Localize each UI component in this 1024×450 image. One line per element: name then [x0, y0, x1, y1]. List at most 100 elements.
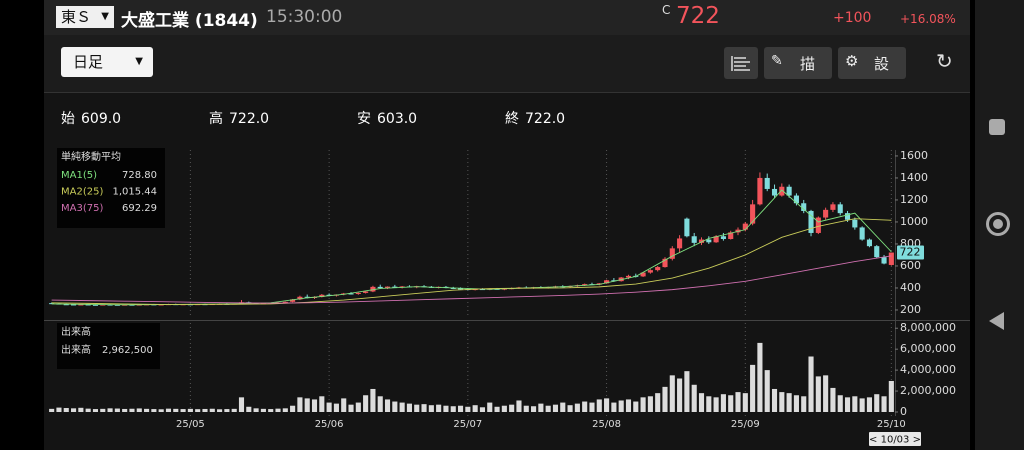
period-select[interactable]: 日足 ▼: [61, 47, 153, 77]
candle-body: [881, 257, 887, 264]
draw-button[interactable]: ✎描画: [764, 47, 832, 79]
volume-bar: [333, 403, 339, 412]
volume-bar: [618, 400, 624, 412]
volume-bar: [501, 405, 507, 412]
y-tick-label: 6,000,000: [900, 342, 956, 355]
candle-body: [85, 304, 91, 306]
volume-bar: [224, 409, 230, 412]
volume-bar: [757, 342, 763, 412]
candle-body: [604, 280, 610, 284]
volume-bar: [78, 407, 84, 412]
candle-body: [290, 299, 296, 302]
volume-bar: [655, 393, 661, 412]
volume-bar: [881, 396, 887, 412]
volume-bar: [71, 408, 77, 412]
volume-bar: [808, 356, 814, 412]
volume-bar: [399, 402, 405, 412]
back-button[interactable]: [989, 312, 1004, 330]
refresh-button[interactable]: ↻: [936, 49, 953, 73]
cursor-label: < 10/03 >: [869, 435, 921, 446]
volume-bar: [771, 388, 778, 412]
y-tick-label: 1000: [900, 215, 928, 228]
volume-bar: [428, 405, 434, 412]
volume-bar: [494, 406, 500, 412]
ohlc-label: 安: [357, 111, 371, 127]
candle-body: [764, 177, 770, 189]
change: +100: [833, 10, 872, 26]
candle-body: [399, 286, 405, 288]
ma-legend-bg: [57, 148, 165, 228]
volume-bar: [604, 398, 610, 412]
volume-bar: [888, 380, 894, 412]
volume-bar: [151, 409, 157, 412]
candle-body: [655, 267, 661, 271]
stock-name: 大盛工業 (1844): [121, 11, 258, 31]
y-tick-label: 1600: [900, 149, 928, 162]
y-tick-label: 1200: [900, 193, 928, 206]
exchange-select[interactable]: 東Ｓ ▼: [56, 6, 114, 28]
y-tick-label: 200: [900, 303, 921, 316]
volume-bar: [560, 402, 566, 412]
candle-body: [282, 301, 288, 303]
volume-bar: [793, 395, 799, 412]
volume-bar: [640, 397, 646, 412]
volume-bar: [165, 408, 172, 412]
candle-body: [750, 204, 756, 224]
volume-bar: [144, 408, 150, 412]
volume-bar: [122, 408, 128, 412]
volume-bar: [801, 396, 807, 412]
volume-bar: [202, 408, 208, 412]
volume-bar: [516, 400, 522, 412]
candle-body: [370, 286, 376, 292]
volume-bar: [260, 408, 266, 412]
candle-body: [662, 258, 668, 268]
indicator-button[interactable]: [724, 47, 758, 79]
exchange: 東Ｓ: [61, 8, 92, 26]
home-button[interactable]: [986, 212, 1010, 236]
y-tick-label: 1400: [900, 171, 928, 184]
candle-body: [582, 284, 588, 286]
candle-body: [706, 239, 712, 243]
candle-body: [808, 210, 814, 233]
volume-bar: [363, 395, 369, 412]
candle-body: [49, 303, 55, 305]
candle-body: [114, 304, 120, 306]
candle-body: [691, 236, 697, 243]
ma-legend-name: MA3(75): [61, 203, 103, 214]
volume-bar: [574, 403, 580, 412]
volume-bar: [297, 397, 303, 412]
candle-body: [71, 304, 77, 306]
volume-bar: [837, 395, 843, 412]
volume-bar: [720, 394, 726, 412]
recent-button[interactable]: [989, 119, 1005, 135]
settings-label: 設定: [874, 55, 890, 73]
volume-bar: [136, 408, 142, 412]
volume-bar: [355, 402, 361, 412]
y-tick-label: 0: [900, 405, 907, 418]
candle-body: [611, 280, 617, 282]
volume-bar: [370, 388, 376, 412]
volume-legend-bg: [57, 323, 160, 369]
x-tick-label: 25/06: [315, 419, 344, 430]
volume-bar: [866, 397, 872, 412]
volume-bar: [830, 387, 836, 412]
volume-bar: [735, 392, 741, 412]
volume-bar: [238, 397, 245, 412]
ohlc-item: 高 722.0: [209, 108, 269, 128]
y-tick-label: 400: [900, 281, 921, 294]
candle-body: [100, 304, 106, 306]
volume-bar: [421, 404, 427, 412]
volume-bar: [290, 405, 296, 412]
candle-body: [363, 291, 369, 293]
volume-bar: [107, 408, 113, 412]
volume-bar: [728, 395, 734, 412]
volume-bar: [268, 409, 274, 412]
candle-body: [837, 204, 843, 214]
ma-legend-name: MA1(5): [61, 170, 97, 181]
volume-bar: [173, 408, 179, 412]
y-tick-label: 8,000,000: [900, 321, 956, 334]
settings-button[interactable]: ⚙設定: [838, 47, 906, 79]
candle-body: [830, 204, 836, 210]
volume-bar: [457, 405, 464, 412]
volume-bar: [187, 408, 193, 412]
